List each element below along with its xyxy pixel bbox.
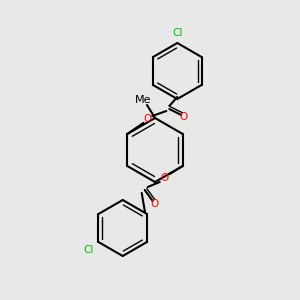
Text: Cl: Cl — [83, 245, 94, 255]
Text: O: O — [179, 112, 188, 122]
Text: O: O — [143, 114, 152, 124]
Text: Me: Me — [135, 95, 151, 105]
Text: O: O — [151, 199, 159, 209]
Text: Cl: Cl — [172, 28, 182, 38]
Text: O: O — [160, 173, 169, 183]
